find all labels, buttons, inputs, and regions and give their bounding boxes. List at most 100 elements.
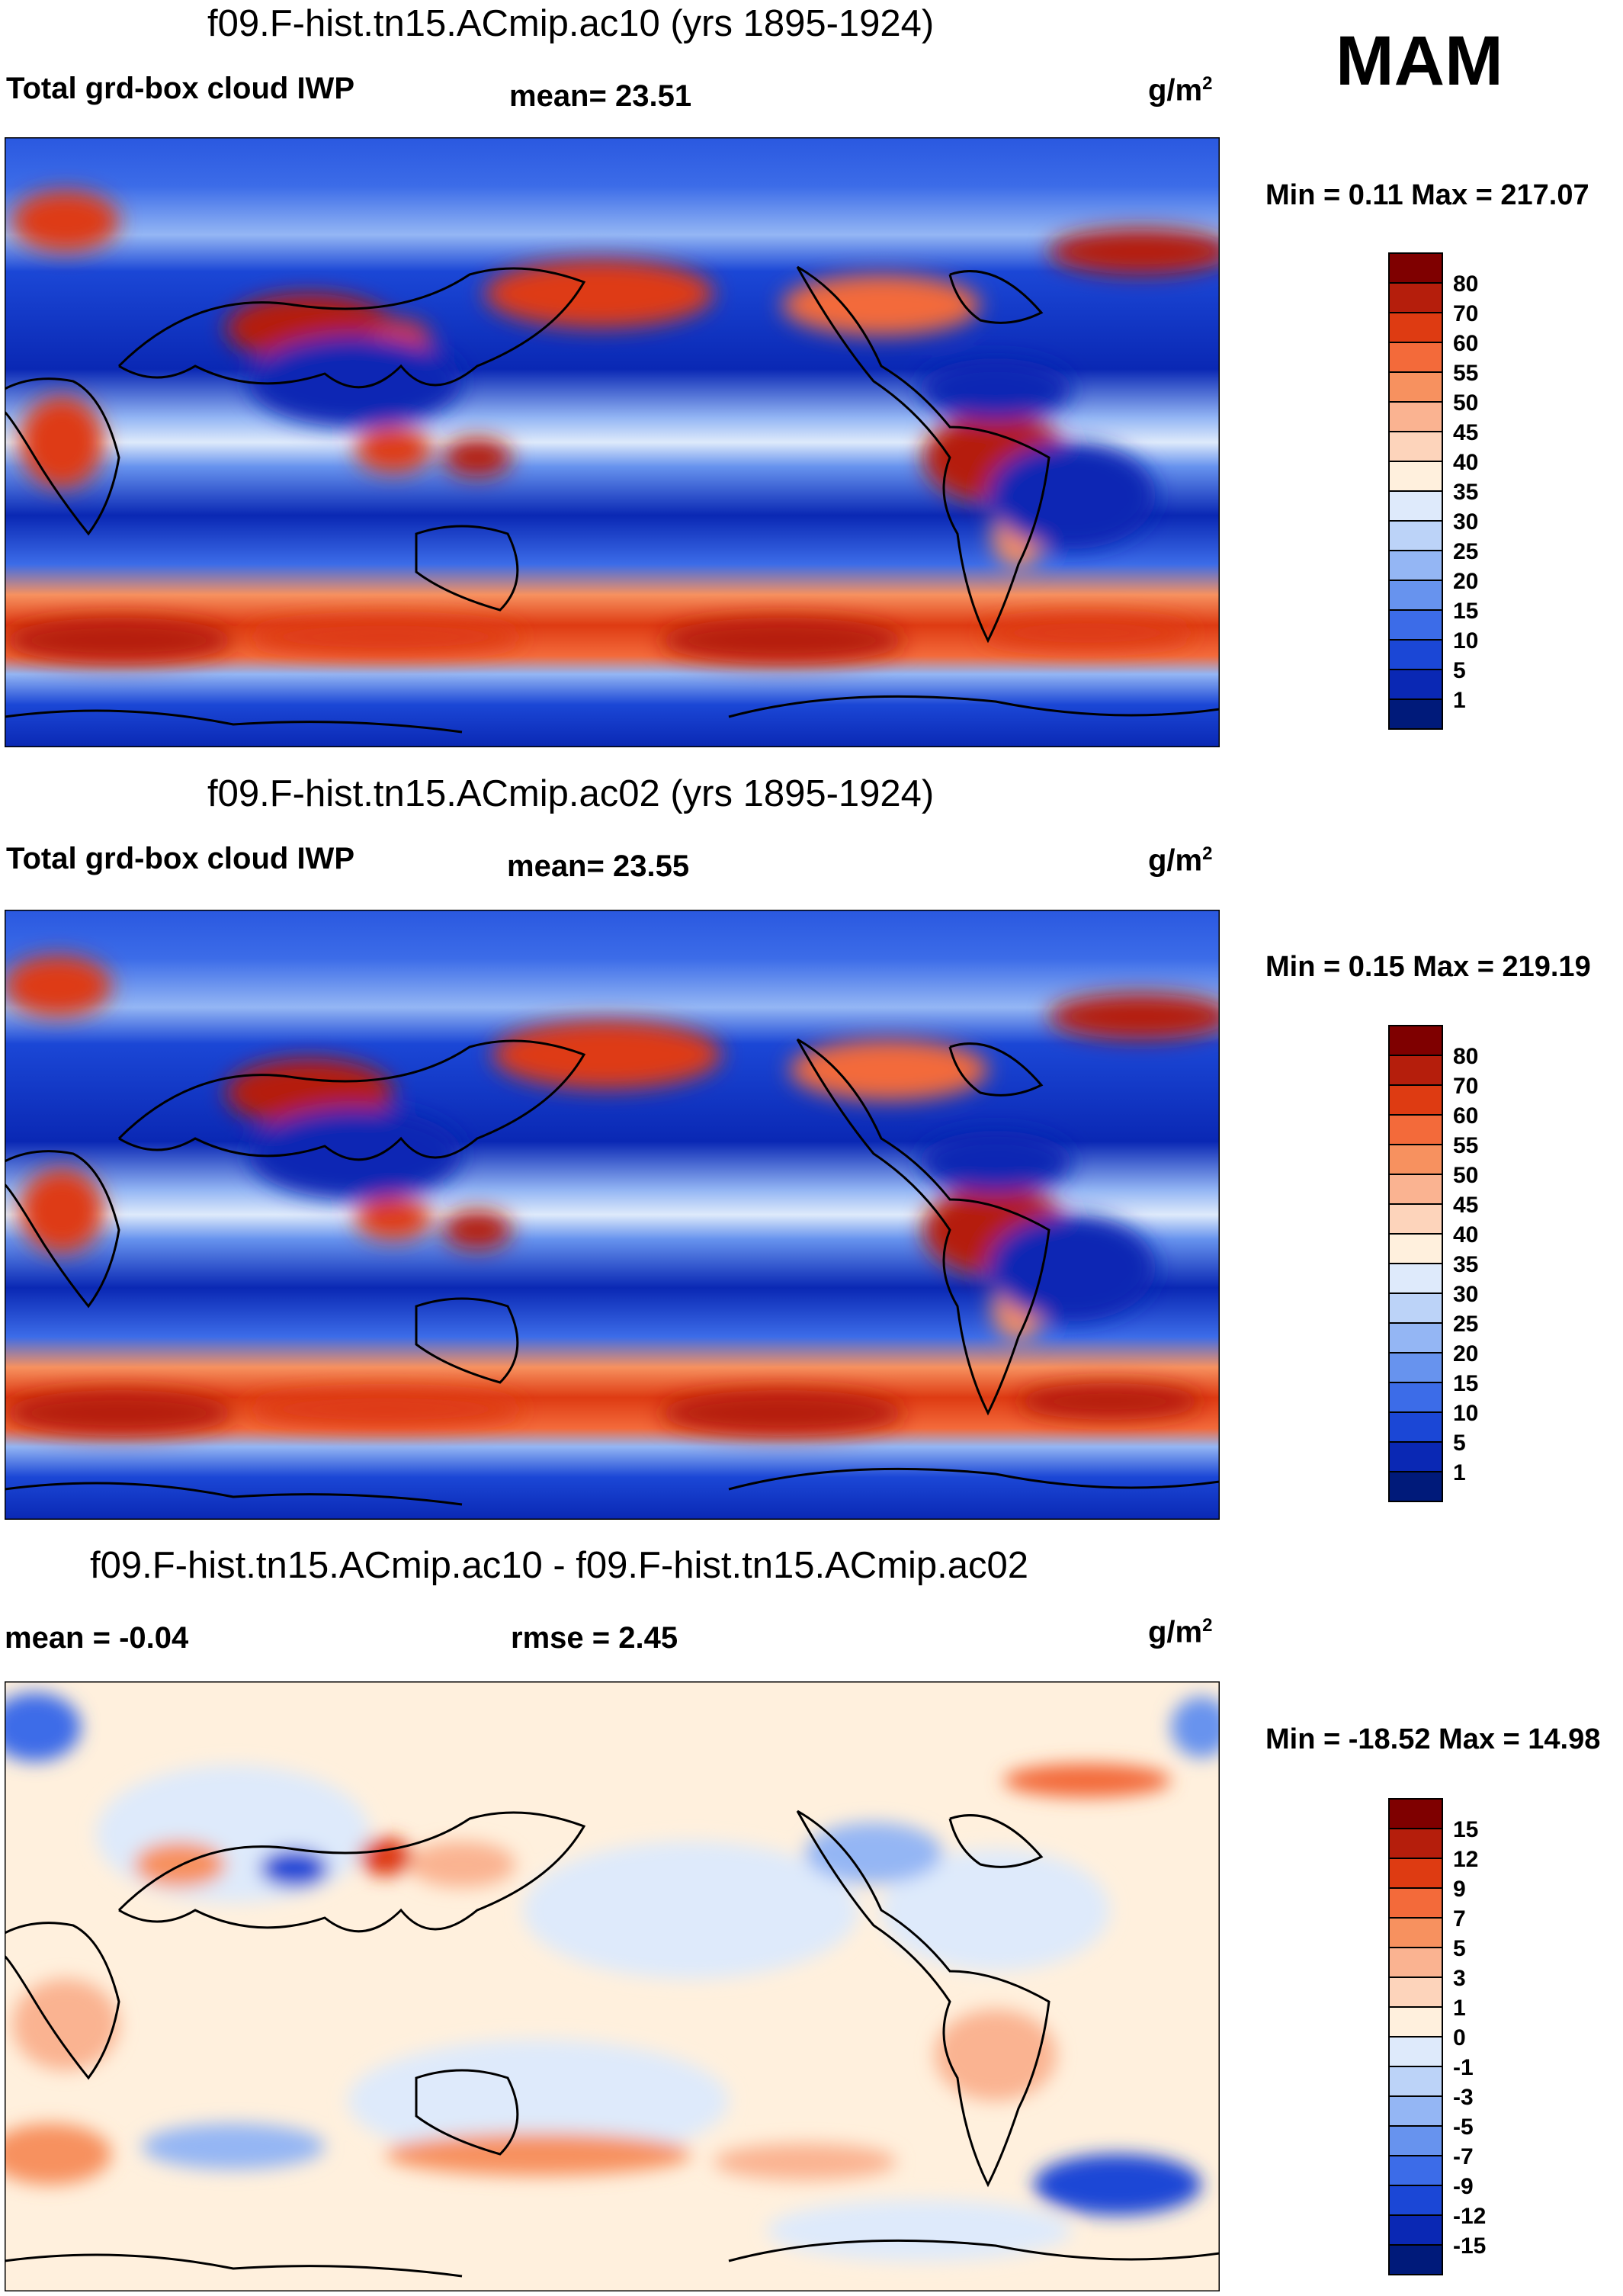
colorbar-tick-label: 12 — [1453, 1847, 1478, 1872]
colorbar-swatch — [1388, 1798, 1443, 1829]
colorbar-tick-label: 70 — [1453, 1074, 1478, 1099]
colorbar-tick-label: 55 — [1453, 1133, 1478, 1158]
colorbar-tick-label: 30 — [1453, 509, 1478, 535]
colorbar-swatch — [1388, 1263, 1443, 1294]
colorbar-tick-label: 20 — [1453, 1341, 1478, 1366]
colorbar-tick-label: 50 — [1453, 390, 1478, 416]
colorbar-tick-label: 1 — [1453, 1996, 1466, 2021]
panel1-minmax: Min = 0.11 Max = 217.07 — [1265, 179, 1589, 211]
colorbar-swatch — [1388, 1917, 1443, 1948]
panel1-variable-label: Total grd-box cloud IWP — [6, 72, 354, 105]
colorbar-swatch — [1388, 669, 1443, 700]
colorbar-swatch — [1388, 1976, 1443, 2008]
colorbar-swatch — [1388, 698, 1443, 730]
colorbar-swatch — [1388, 1858, 1443, 1889]
panel1-mean-label: mean= 23.51 — [509, 79, 692, 113]
colorbar-swatch — [1388, 1203, 1443, 1235]
colorbar-swatch — [1388, 1084, 1443, 1116]
panel1-title: f09.F-hist.tn15.ACmip.ac10 (yrs 1895-192… — [207, 3, 935, 44]
colorbar-swatch — [1388, 609, 1443, 641]
colorbar-swatch — [1388, 580, 1443, 611]
colorbar-tick-label: 45 — [1453, 1193, 1478, 1218]
colorbar-swatch — [1388, 550, 1443, 581]
panel3-title: f09.F-hist.tn15.ACmip.ac10 - f09.F-hist.… — [90, 1545, 1028, 1586]
panel3-rmse-label: rmse = 2.45 — [511, 1621, 678, 1655]
colorbar-swatch — [1388, 2006, 1443, 2037]
colorbar-swatch — [1388, 1887, 1443, 1919]
colorbar-tick-label: 5 — [1453, 658, 1466, 683]
colorbar-tick-label: 15 — [1453, 1371, 1478, 1396]
colorbar-tick-label: 3 — [1453, 1966, 1466, 1991]
colorbar-tick-label: 80 — [1453, 1044, 1478, 1069]
colorbar-tick-label: -15 — [1453, 2233, 1486, 2259]
panel3-colorbar: 15 12 9 7 5 3 1 0 -1 -3 -5 -7 -9 -12 -15 — [1388, 1798, 1486, 2275]
panel3-units: g/m2 — [1148, 1615, 1213, 1649]
colorbar-swatch — [1388, 1441, 1443, 1472]
colorbar-swatch — [1388, 342, 1443, 373]
colorbar-swatch — [1388, 1411, 1443, 1443]
colorbar-swatch — [1388, 639, 1443, 670]
colorbar-tick-label: 7 — [1453, 1906, 1466, 1932]
colorbar-swatch — [1388, 461, 1443, 492]
panel3-minmax: Min = -18.52 Max = 14.98 — [1265, 1723, 1601, 1755]
panel2-variable-label: Total grd-box cloud IWP — [6, 842, 354, 875]
panel2-colorbar: 80 70 60 55 50 45 40 35 30 25 20 15 10 5 1 — [1388, 1025, 1478, 1502]
colorbar-swatch — [1388, 520, 1443, 551]
colorbar-tick-label: 70 — [1453, 301, 1478, 326]
colorbar-tick-label: 15 — [1453, 599, 1478, 624]
colorbar-tick-label: 35 — [1453, 480, 1478, 505]
colorbar-tick-label: 30 — [1453, 1282, 1478, 1307]
colorbar-swatch — [1388, 252, 1443, 284]
colorbar-tick-label: 9 — [1453, 1877, 1466, 1902]
colorbar-swatch — [1388, 490, 1443, 522]
colorbar-tick-label: 60 — [1453, 1103, 1478, 1129]
panel1-colorbar: 80 70 60 55 50 45 40 35 30 25 20 15 10 5 1 — [1388, 252, 1478, 730]
colorbar-tick-label: -9 — [1453, 2174, 1474, 2199]
panel3-mean-label: mean = -0.04 — [5, 1621, 189, 1655]
colorbar-tick-label: 15 — [1453, 1817, 1478, 1842]
panel1-units: g/m2 — [1148, 73, 1213, 108]
panel2-mean-label: mean= 23.55 — [507, 849, 690, 883]
colorbar-swatch — [1388, 1382, 1443, 1413]
colorbar-tick-label: 5 — [1453, 1936, 1466, 1961]
colorbar-swatch — [1388, 1828, 1443, 1859]
colorbar-tick-label: 80 — [1453, 271, 1478, 297]
colorbar-swatch — [1388, 282, 1443, 313]
colorbar-tick-label: -1 — [1453, 2055, 1474, 2080]
panel2-map — [5, 910, 1220, 1520]
panel1-map — [5, 137, 1220, 747]
panel2-title: f09.F-hist.tn15.ACmip.ac02 (yrs 1895-192… — [207, 773, 935, 814]
colorbar-swatch — [1388, 1174, 1443, 1205]
colorbar-tick-label: -12 — [1453, 2204, 1486, 2229]
colorbar-swatch — [1388, 431, 1443, 462]
colorbar-tick-label: -5 — [1453, 2115, 1474, 2140]
colorbar-tick-label: 20 — [1453, 569, 1478, 594]
colorbar-swatch — [1388, 371, 1443, 403]
colorbar-tick-label: -3 — [1453, 2085, 1474, 2110]
colorbar-swatch — [1388, 1233, 1443, 1264]
colorbar-swatch — [1388, 1025, 1443, 1056]
colorbar-tick-label: 40 — [1453, 450, 1478, 475]
colorbar-tick-label: 10 — [1453, 1401, 1478, 1426]
colorbar-tick-label: 55 — [1453, 361, 1478, 386]
colorbar-tick-label: 25 — [1453, 1312, 1478, 1337]
colorbar-swatch — [1388, 2185, 1443, 2216]
colorbar-swatch — [1388, 2036, 1443, 2067]
colorbar-swatch — [1388, 2125, 1443, 2156]
colorbar-swatch — [1388, 1322, 1443, 1354]
colorbar-tick-label: 60 — [1453, 331, 1478, 356]
colorbar-swatch — [1388, 1947, 1443, 1978]
colorbar-swatch — [1388, 1352, 1443, 1383]
season-label: MAM — [1336, 22, 1503, 100]
colorbar-swatch — [1388, 1114, 1443, 1145]
colorbar-tick-label: 1 — [1453, 1460, 1466, 1485]
colorbar-tick-label: 50 — [1453, 1163, 1478, 1188]
colorbar-swatch — [1388, 312, 1443, 343]
colorbar-swatch — [1388, 2155, 1443, 2186]
colorbar-swatch — [1388, 2244, 1443, 2275]
colorbar-swatch — [1388, 1055, 1443, 1086]
colorbar-swatch — [1388, 401, 1443, 432]
panel2-minmax: Min = 0.15 Max = 219.19 — [1265, 951, 1591, 983]
colorbar-swatch — [1388, 1144, 1443, 1175]
colorbar-swatch — [1388, 2214, 1443, 2246]
